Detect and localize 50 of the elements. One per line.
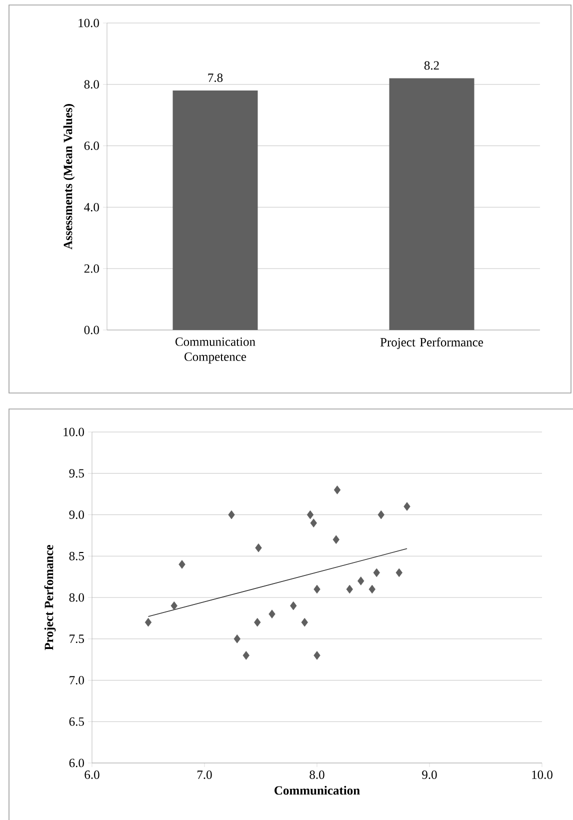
y-tick-label: 6.0: [84, 142, 99, 150]
y-tick-label: 10.0: [78, 18, 99, 28]
point: [306, 510, 314, 520]
point: [346, 584, 353, 594]
point: [310, 518, 317, 528]
point: [314, 584, 320, 594]
x-tick-label: 10.0: [532, 770, 552, 780]
point: [378, 510, 384, 520]
point: [334, 486, 341, 494]
y-tick-label: 9.0: [69, 510, 84, 519]
point: [255, 543, 262, 552]
point: [290, 601, 297, 610]
point: [368, 584, 376, 594]
point: [234, 634, 240, 644]
y-tick-label: 9.5: [69, 469, 84, 478]
x-tick-label: 7.0: [198, 770, 212, 780]
y-tick-label: 0.0: [84, 326, 99, 334]
point: [178, 560, 186, 569]
y-tick-label: 6.0: [69, 758, 84, 768]
y-tick-label: 8.5: [69, 552, 84, 560]
point: [396, 568, 402, 578]
point: [358, 576, 364, 586]
y-tick-label: 7.0: [70, 676, 84, 684]
data-label: 8.2: [424, 61, 439, 70]
point: [254, 618, 261, 627]
x-tick-label: Project Performance: [380, 338, 484, 349]
point: [404, 502, 410, 511]
y-tick-label: 10.0: [64, 428, 84, 436]
y-axis-title: Project Perfomance: [44, 545, 56, 650]
point: [332, 535, 340, 544]
point: [373, 568, 380, 578]
point: [170, 601, 178, 610]
point: [228, 510, 235, 520]
point: [314, 651, 320, 660]
point: [301, 618, 308, 627]
x-tick-label: Communication Competence: [175, 338, 256, 364]
x-tick-label: 9.0: [422, 770, 437, 780]
y-tick-label: 6.5: [69, 717, 84, 726]
point: [144, 618, 152, 627]
data-label: 7.8: [208, 74, 223, 82]
point: [242, 651, 250, 660]
y-tick-label: 8.0: [84, 80, 99, 89]
x-tick-label: 8.0: [310, 770, 324, 780]
y-tick-label: 8.0: [69, 593, 84, 602]
y-tick-label: 7.5: [70, 634, 84, 644]
y-axis-title: Assessments (Mean Values): [63, 104, 75, 250]
x-axis-title: Communication: [274, 786, 360, 795]
y-tick-label: 4.0: [84, 202, 99, 212]
y-tick-label: 2.0: [84, 264, 99, 273]
point: [268, 610, 276, 618]
